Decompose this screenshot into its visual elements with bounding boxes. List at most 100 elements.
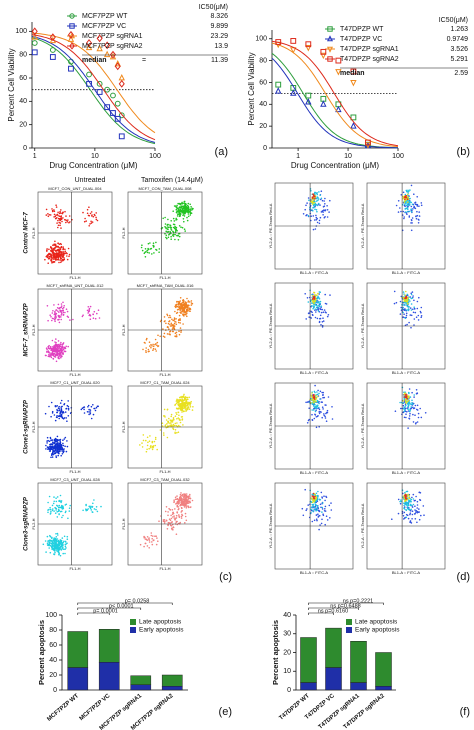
event-dot	[406, 305, 409, 308]
event-dot	[325, 404, 327, 406]
event-dot	[317, 199, 319, 201]
event-dot	[187, 215, 190, 218]
legend-swatch	[346, 627, 352, 633]
event-dot	[310, 497, 313, 499]
event-dot	[165, 234, 168, 237]
event-dot	[51, 449, 54, 451]
event-dot	[416, 511, 419, 514]
event-dot	[95, 218, 98, 221]
event-dot	[82, 509, 84, 512]
event-dot	[57, 211, 59, 214]
event-dot	[156, 341, 159, 344]
event-dot	[59, 254, 62, 257]
panel-label: (e)	[219, 706, 232, 718]
event-dot	[68, 510, 71, 512]
sample-name: MCF7_CON_TAM_DUAL.008	[138, 186, 192, 191]
event-dot	[141, 446, 144, 448]
fit-curve	[271, 57, 398, 149]
event-dot	[320, 324, 322, 326]
event-dot	[414, 207, 417, 210]
event-dot	[321, 406, 324, 409]
event-dot	[404, 491, 406, 494]
event-dot	[170, 226, 172, 229]
event-dot	[315, 311, 317, 313]
event-dot	[64, 250, 67, 253]
event-dot	[181, 513, 183, 516]
event-dot	[321, 496, 323, 498]
event-dot	[184, 312, 187, 314]
event-dot	[165, 506, 168, 508]
event-dot	[407, 517, 410, 520]
y-tick-label: 100	[45, 612, 57, 619]
event-dot	[57, 438, 59, 441]
event-dot	[47, 448, 49, 451]
event-dot	[404, 409, 406, 411]
event-dot	[324, 417, 327, 419]
event-dot	[173, 515, 175, 517]
event-dot	[53, 442, 56, 445]
event-dot	[191, 499, 194, 502]
event-dot	[409, 504, 412, 507]
event-dot	[312, 314, 314, 317]
event-dot	[88, 214, 91, 217]
event-dot	[55, 252, 58, 255]
event-dot	[178, 206, 181, 209]
event-dot	[180, 511, 182, 513]
event-dot	[312, 494, 315, 496]
event-dot	[313, 401, 316, 403]
event-dot	[190, 400, 192, 403]
event-dot	[171, 325, 173, 327]
event-dot	[57, 226, 59, 229]
event-dot	[321, 502, 324, 504]
event-dot	[320, 506, 322, 509]
event-dot	[60, 318, 62, 321]
event-dot	[67, 219, 69, 221]
event-dot	[172, 418, 175, 420]
event-dot	[147, 248, 150, 251]
event-dot	[408, 215, 411, 217]
event-dot	[415, 389, 418, 391]
event-dot	[185, 410, 187, 412]
event-dot	[314, 391, 316, 394]
event-dot	[315, 492, 318, 495]
event-dot	[412, 208, 414, 210]
event-dot	[64, 540, 67, 543]
legend-label: MCF7PZP sgRNA1	[82, 33, 143, 40]
event-dot	[53, 496, 55, 498]
legend-marker	[69, 23, 75, 29]
event-dot	[395, 301, 398, 304]
event-dot	[53, 209, 55, 211]
event-dot	[168, 518, 171, 520]
event-dot	[164, 216, 166, 219]
event-dot	[189, 203, 191, 206]
event-dot	[48, 450, 51, 452]
legend-label: MCF7PZP WT	[82, 13, 128, 20]
event-dot	[164, 226, 166, 228]
event-dot	[330, 509, 333, 511]
data-point	[110, 92, 116, 99]
event-dot	[53, 546, 56, 548]
event-dot	[312, 300, 315, 303]
event-dot	[317, 513, 319, 515]
flow-x-label: BL1-A :: FITC-A	[300, 370, 329, 375]
legend-swatch	[130, 627, 136, 633]
event-dot	[47, 501, 49, 504]
event-dot	[393, 290, 396, 293]
event-dot	[180, 203, 182, 205]
event-dot	[50, 316, 52, 318]
event-dot	[404, 200, 406, 202]
flow-x-label: FL1-H	[159, 469, 170, 474]
event-dot	[51, 208, 53, 210]
event-dot	[182, 301, 185, 304]
event-dot	[184, 212, 186, 215]
event-dot	[185, 205, 187, 208]
event-dot	[47, 544, 49, 546]
event-dot	[183, 201, 185, 203]
event-dot	[310, 302, 313, 304]
event-dot	[310, 509, 313, 512]
event-dot	[404, 400, 407, 402]
x-tick-label: T47DPZP sgRNA2	[343, 693, 387, 730]
event-dot	[51, 339, 54, 342]
